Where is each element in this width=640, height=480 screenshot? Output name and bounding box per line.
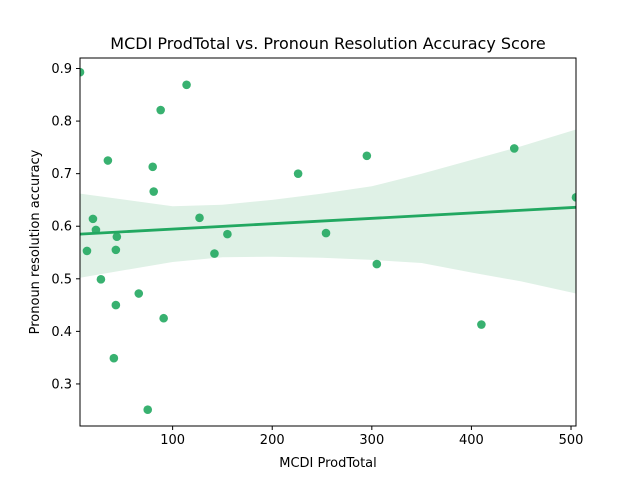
data-point [195, 213, 204, 223]
data-point [509, 144, 519, 153]
data-point [148, 162, 158, 172]
data-point [80, 67, 85, 77]
plot-frame [79, 57, 577, 427]
data-point [143, 405, 153, 415]
x-axis: 100 200 300 400 500 [160, 426, 583, 448]
data-point [156, 105, 165, 115]
data-point [372, 259, 382, 269]
y-tick-label: 0.6 [51, 220, 72, 235]
y-tick-label: 0.4 [51, 325, 72, 340]
chart-title: MCDI ProdTotal vs. Pronoun Resolution Ac… [110, 34, 545, 53]
y-tick-label: 0.9 [51, 62, 72, 77]
confidence-band [80, 129, 576, 294]
data-point [571, 193, 576, 202]
data-point [362, 151, 372, 161]
data-point [112, 232, 122, 242]
x-tick-label: 300 [359, 433, 384, 448]
data-point [111, 245, 121, 255]
x-axis-title: MCDI ProdTotal [279, 456, 377, 471]
data-point [134, 289, 144, 298]
y-tick-label: 0.5 [51, 272, 72, 287]
data-point [159, 313, 168, 323]
y-axis: 0.3 0.4 0.5 0.6 0.7 0.8 0.9 [51, 62, 80, 392]
y-tick-label: 0.7 [51, 167, 72, 182]
x-tick-label: 400 [459, 433, 484, 448]
y-tick-label: 0.3 [51, 377, 72, 392]
data-point [109, 353, 119, 363]
regression-line [80, 205, 576, 236]
data-point [96, 275, 106, 284]
x-tick-label: 500 [559, 433, 584, 448]
x-tick-label: 200 [260, 433, 285, 448]
y-axis-title: Pronoun resolution accuracy [28, 149, 43, 334]
data-point [223, 229, 232, 239]
data-point [477, 320, 486, 329]
data-point [149, 187, 159, 196]
y-tick-label: 0.8 [51, 115, 72, 130]
x-tick-label: 100 [160, 433, 185, 448]
data-point [210, 249, 219, 258]
data-point [182, 80, 191, 90]
data-point [88, 214, 98, 224]
data-point [103, 156, 113, 165]
data-point [293, 169, 303, 178]
data-point [82, 246, 92, 256]
plot-area [80, 67, 576, 415]
data-point [111, 300, 121, 310]
data-point [321, 228, 331, 238]
